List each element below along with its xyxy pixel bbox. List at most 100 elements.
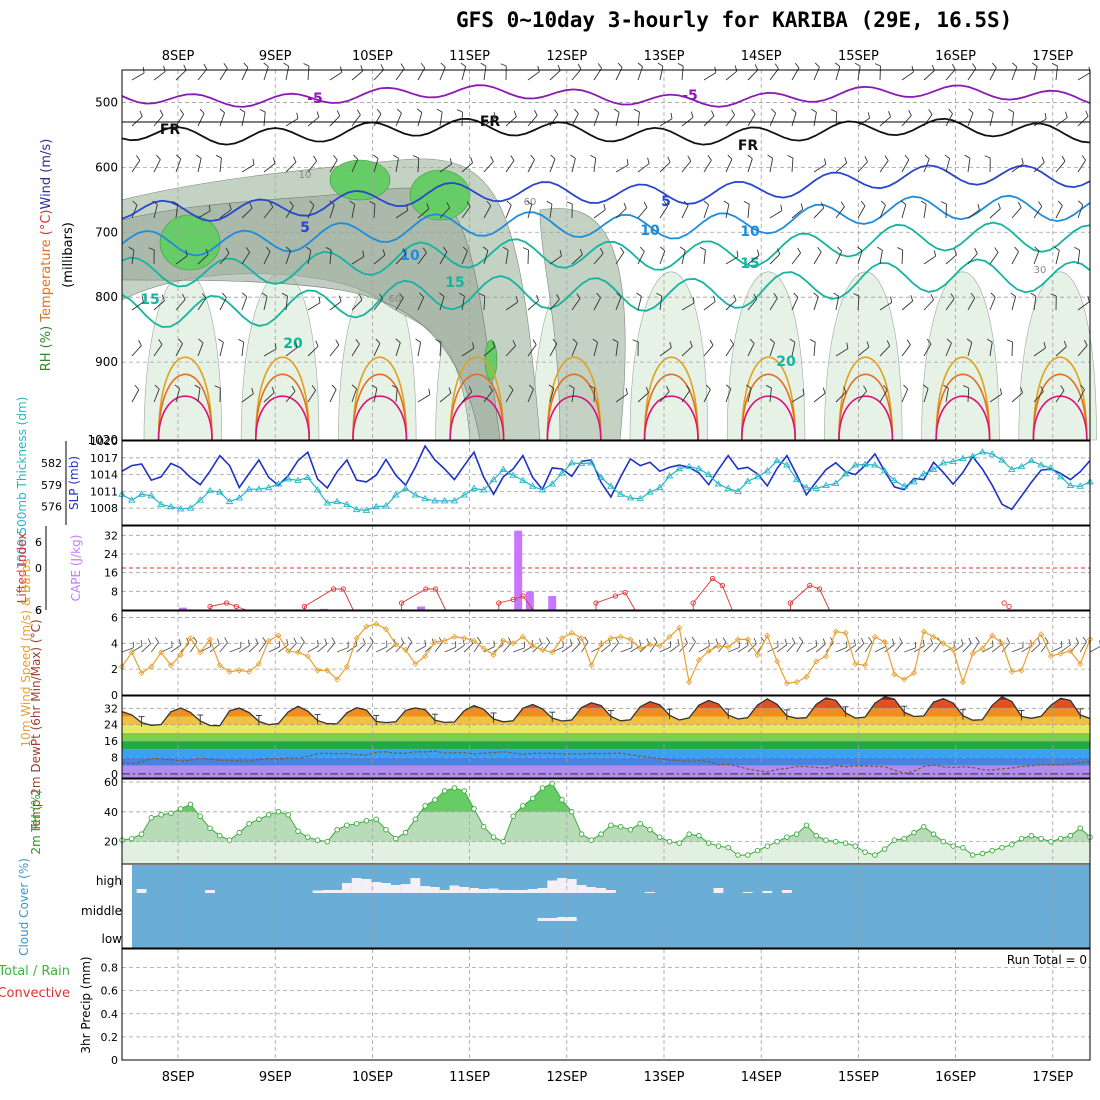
thickness-point xyxy=(431,497,439,504)
upper-wind-barb xyxy=(480,62,487,67)
upper-wind-barb xyxy=(131,250,135,265)
wind-speed-point xyxy=(774,658,781,665)
upper-wind-barb xyxy=(307,250,312,265)
upper-wind-barb xyxy=(615,208,627,219)
thickness-point xyxy=(822,481,830,489)
cloud-high-bar xyxy=(537,888,548,893)
upper-wind-barb xyxy=(733,294,737,301)
thickness-point xyxy=(157,500,165,507)
surface-wind-barb xyxy=(170,644,181,653)
wind-speed-point xyxy=(1008,668,1015,675)
upper-wind-barb xyxy=(271,386,275,393)
thickness-point xyxy=(206,486,214,494)
thickness-point xyxy=(831,479,840,486)
temperature-contour-warm xyxy=(352,373,408,441)
rh-point xyxy=(588,837,595,843)
upper-wind-barb xyxy=(329,344,340,357)
upper-wind-barb xyxy=(706,384,711,390)
upper-wind-barb xyxy=(669,341,672,348)
upper-wind-barb xyxy=(549,343,558,357)
upper-wind-barb xyxy=(153,388,160,403)
rh-green-patch xyxy=(329,159,391,201)
rh-point xyxy=(148,815,155,821)
cloud-high-bar xyxy=(449,885,460,893)
upper-wind-barb xyxy=(923,204,927,219)
surface-wind-barb xyxy=(894,642,903,653)
thickness-point xyxy=(499,465,508,472)
rh-point xyxy=(852,843,859,849)
upper-wind-barb xyxy=(461,391,473,403)
upper-wind-barb xyxy=(483,390,493,403)
upper-wind-barb xyxy=(813,112,817,127)
rh-point xyxy=(265,812,272,818)
upper-wind-barb xyxy=(329,389,337,403)
upper-wind-barb xyxy=(883,384,888,391)
upper-wind-barb xyxy=(439,112,443,127)
upper-wind-barb xyxy=(461,250,468,265)
upper-wind-barb xyxy=(353,154,359,160)
wind-speed-point xyxy=(148,663,155,670)
upper-wind-barb xyxy=(307,160,317,173)
surface-wind-barb xyxy=(248,643,259,653)
surface-wind-barb xyxy=(698,645,710,653)
upper-wind-barb xyxy=(623,202,627,209)
wind-tick-label: 4 xyxy=(111,637,118,650)
upper-wind-barb xyxy=(703,389,711,403)
upper-wind-barb xyxy=(505,301,518,311)
cape-bar xyxy=(548,596,557,610)
upper-wind-barb xyxy=(462,246,468,252)
upper-wind-barb xyxy=(461,296,465,311)
upper-wind-barb xyxy=(263,163,276,173)
upper-wind-barb xyxy=(681,302,695,311)
surface-wind-barb xyxy=(728,647,740,653)
thickness-point xyxy=(1007,465,1016,472)
upper-wind-barb xyxy=(989,252,999,265)
upper-wind-barb xyxy=(923,388,929,403)
upper-wind-barb xyxy=(439,66,446,81)
upper-wind-barb xyxy=(989,67,997,81)
upper-wind-barb xyxy=(966,338,973,343)
upper-wind-barb xyxy=(777,248,781,255)
date-label-bottom: 14SEP xyxy=(741,1070,782,1085)
upper-wind-barb xyxy=(375,338,381,344)
upper-wind-barb xyxy=(747,158,753,173)
thickness-tick-label: 582 xyxy=(41,457,62,470)
upper-wind-barb xyxy=(703,301,716,311)
rh-point xyxy=(1077,825,1083,831)
slp-line xyxy=(121,444,1091,511)
upper-wind-barb xyxy=(472,342,475,349)
date-label-bottom: 15SEP xyxy=(838,1070,879,1085)
date-label-bottom: 10SEP xyxy=(352,1070,393,1085)
upper-wind-barb xyxy=(615,164,629,173)
upper-wind-barb xyxy=(988,108,994,113)
surface-wind-barb xyxy=(307,645,319,653)
upper-wind-barb xyxy=(1055,205,1063,219)
upper-wind-barb xyxy=(422,247,427,254)
contour-label: -5 xyxy=(682,88,698,104)
upper-wind-barb xyxy=(771,108,777,114)
thickness-point xyxy=(675,464,684,472)
upper-wind-barb xyxy=(943,384,949,389)
surface-wind-barb xyxy=(600,640,603,647)
rh-point xyxy=(1018,835,1025,842)
upper-wind-barb xyxy=(1080,384,1085,390)
upper-wind-barb xyxy=(637,296,642,311)
rh-point xyxy=(1028,832,1035,839)
upper-wind-barb xyxy=(131,301,144,311)
rh-point xyxy=(500,838,507,845)
upper-wind-barb xyxy=(274,343,277,350)
rh-point xyxy=(930,831,937,837)
upper-wind-barb xyxy=(571,254,583,265)
upper-wind-barb xyxy=(615,296,622,311)
upper-wind-barb xyxy=(426,203,430,210)
upper-wind-barb xyxy=(945,388,949,403)
upper-wind-barb xyxy=(901,159,910,173)
thickness-point xyxy=(274,480,283,487)
wind-speed-point xyxy=(294,649,302,656)
wind-speed-point xyxy=(930,633,937,640)
upper-wind-barb xyxy=(663,201,668,207)
precip-legend-total: Total / Rain xyxy=(0,964,70,979)
upper-wind-barb xyxy=(395,209,408,219)
panel7-frame-dummy xyxy=(121,121,1091,949)
rh-point xyxy=(627,826,634,833)
